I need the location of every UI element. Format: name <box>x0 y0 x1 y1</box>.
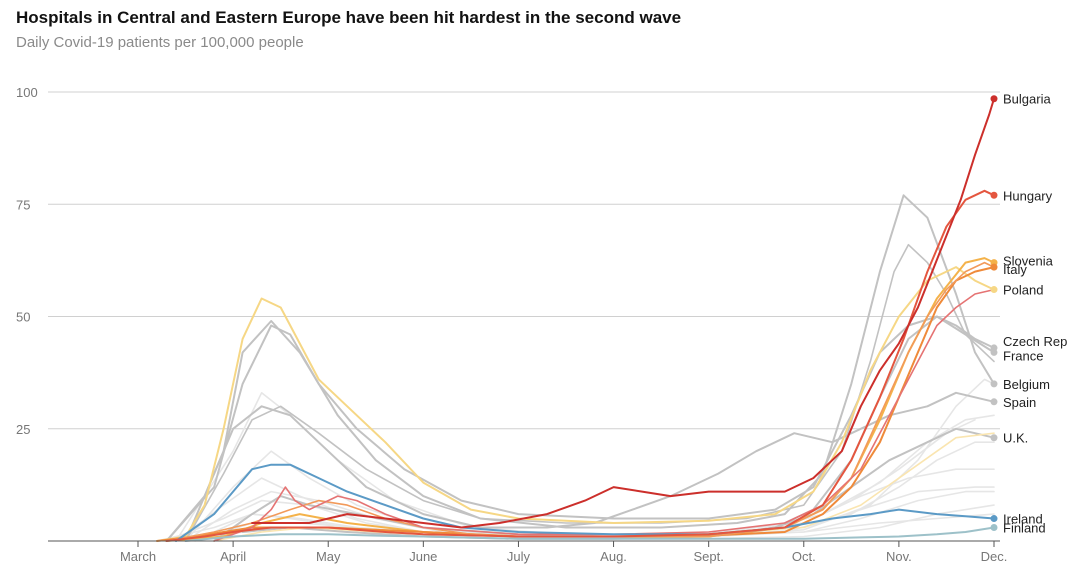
x-tick-label-sept: Sept. <box>693 549 723 564</box>
end-dot-bulgaria <box>990 95 998 103</box>
series-label-czech-rep: Czech Rep <box>1003 334 1067 349</box>
y-tick-label-25: 25 <box>16 422 30 437</box>
end-dot-hungary <box>990 191 998 199</box>
y-tick-label-50: 50 <box>16 310 30 325</box>
series-line-poland <box>156 266 995 542</box>
series-line-italy <box>156 266 995 542</box>
end-dot-italy <box>990 263 998 271</box>
x-tick-label-may: May <box>316 549 341 564</box>
end-dot-belgium <box>990 380 998 388</box>
end-dot-ireland <box>990 515 998 523</box>
chart-title: Hospitals in Central and Eastern Europe … <box>16 8 682 27</box>
x-axis: March April May June July Aug. Sept. Oct. Nov. De… <box>48 540 1008 564</box>
x-tick-label-aug: Aug. <box>600 549 627 564</box>
end-dot-france <box>990 348 998 356</box>
series-lines <box>156 97 995 542</box>
gridlines: 25 50 75 100 <box>16 85 1000 437</box>
x-tick-label-april: April <box>220 549 246 564</box>
series-line-belgium <box>184 194 995 542</box>
series-label-poland: Poland <box>1003 283 1043 298</box>
series-label-france: France <box>1003 348 1043 363</box>
x-tick-label-oct: Oct. <box>792 549 816 564</box>
x-tick-label-june: June <box>409 549 437 564</box>
y-tick-label-75: 75 <box>16 197 30 212</box>
series-label-slovenia: Slovenia <box>1003 254 1054 269</box>
series-end-dots <box>990 95 998 532</box>
end-dot-finland <box>990 524 998 532</box>
y-tick-label-100: 100 <box>16 85 38 100</box>
x-tick-label-march: March <box>120 549 156 564</box>
series-line-background-19 <box>165 261 995 542</box>
series-line-bulgaria <box>251 97 995 529</box>
series-line-finland <box>184 526 995 542</box>
series-line-hungary <box>165 189 995 542</box>
series-label-belgium: Belgium <box>1003 377 1050 392</box>
series-label-ireland: Ireland <box>1003 512 1043 527</box>
end-dot-spain <box>990 398 998 406</box>
series-label-hungary: Hungary <box>1003 188 1053 203</box>
x-tick-label-nov: Nov. <box>886 549 912 564</box>
chart-subtitle: Daily Covid-19 patients per 100,000 peop… <box>16 34 304 51</box>
x-tick-label-dec: Dec. <box>981 549 1008 564</box>
series-line-france <box>165 315 995 542</box>
series-label-spain: Spain <box>1003 395 1036 410</box>
series-label-italy: Italy <box>1003 262 1027 277</box>
series-label-u-k-: U.K. <box>1003 431 1028 446</box>
series-line-background-20 <box>213 288 995 542</box>
series-label-finland: Finland <box>1003 521 1046 536</box>
end-dot-poland <box>990 286 998 294</box>
series-label-bulgaria: Bulgaria <box>1003 92 1051 107</box>
series-line-spain <box>165 391 995 542</box>
x-tick-label-july: July <box>507 549 531 564</box>
end-dot-u-k- <box>990 434 998 442</box>
